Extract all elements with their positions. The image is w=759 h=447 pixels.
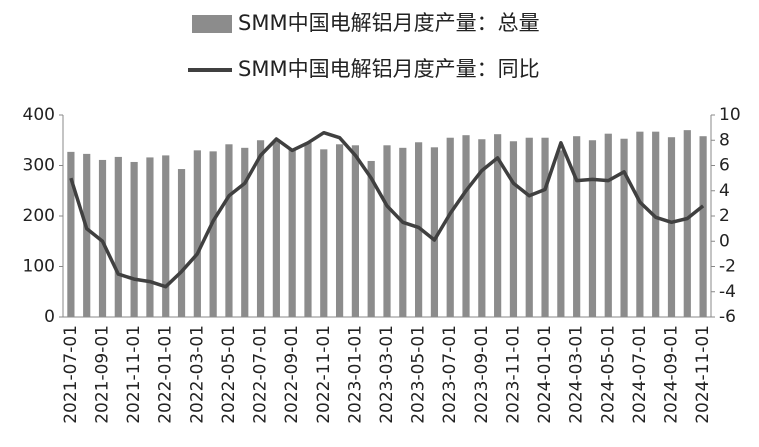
- x-tick-label: 2024-05-01: [598, 325, 618, 424]
- legend-text: SMM中国电解铝月度产量：同比: [238, 57, 540, 81]
- y-tick-label: 400: [23, 105, 55, 125]
- bar: [494, 134, 502, 317]
- bar: [351, 145, 359, 317]
- x-tick-label: 2021-07-01: [61, 325, 81, 424]
- bar: [588, 140, 597, 317]
- bar: [288, 148, 296, 317]
- x-tick-label: 2022-07-01: [251, 325, 271, 424]
- x-tick-label: 2022-01-01: [156, 325, 176, 424]
- legend-swatch: [192, 15, 232, 33]
- bar: [367, 160, 375, 317]
- bar: [430, 147, 439, 317]
- bar: [604, 133, 612, 317]
- x-tick-label: 2022-05-01: [219, 325, 239, 424]
- bar: [636, 131, 644, 317]
- line: [69, 130, 705, 289]
- bar: [272, 140, 280, 317]
- x-tick-label: 2023-05-01: [409, 325, 429, 424]
- bar: [335, 144, 344, 317]
- bar: [130, 161, 138, 317]
- x-tick-label: 2023-11-01: [503, 325, 523, 424]
- y2-tick-label: 8: [719, 130, 730, 150]
- bar: [225, 144, 233, 317]
- x-tick-label: 2024-03-01: [567, 325, 587, 424]
- y2-tick-label: 10: [719, 105, 741, 125]
- bar: [383, 145, 391, 317]
- bar: [667, 137, 676, 317]
- x-tick-label: 2022-03-01: [187, 325, 207, 424]
- bar: [114, 156, 122, 317]
- x-tick-label: 2021-09-01: [93, 325, 113, 424]
- legend-text: SMM中国电解铝月度产量：总量: [238, 11, 540, 35]
- y-tick-label: 100: [23, 257, 55, 277]
- bar: [320, 149, 328, 317]
- x-tick-label: 2021-11-01: [124, 325, 144, 424]
- bar: [209, 151, 217, 317]
- y2-tick-label: 0: [719, 231, 730, 251]
- y2-tick-label: 2: [719, 206, 730, 226]
- bar: [541, 137, 549, 317]
- x-tick-label: 2024-09-01: [661, 325, 681, 424]
- bar: [557, 150, 565, 317]
- y2-tick-label: -6: [719, 307, 736, 327]
- y2-tick-label: -2: [719, 257, 736, 277]
- bar: [478, 139, 486, 317]
- bar: [573, 136, 581, 317]
- y2-tick-label: -4: [719, 282, 736, 302]
- bar: [67, 151, 75, 317]
- x-tick-label: 2023-01-01: [345, 325, 365, 424]
- bar: [652, 131, 660, 317]
- bar: [304, 142, 312, 317]
- x-tick-label: 2022-09-01: [282, 325, 302, 424]
- x-tick-label: 2023-09-01: [472, 325, 492, 424]
- bar: [620, 138, 628, 317]
- x-tick-label: 2023-07-01: [440, 325, 460, 424]
- bar: [462, 135, 470, 317]
- bar: [399, 147, 407, 317]
- x-tick-label: 2023-03-01: [377, 325, 397, 424]
- x-tick-label: 2024-11-01: [693, 325, 713, 424]
- bar: [699, 136, 707, 317]
- x-tick-label: 2024-07-01: [630, 325, 650, 424]
- bar: [162, 155, 170, 317]
- bar: [446, 137, 454, 317]
- x-tick-label: 2022-11-01: [314, 325, 334, 424]
- bar: [177, 169, 186, 317]
- y2-tick-label: 4: [719, 181, 730, 201]
- y2-tick-label: 6: [719, 156, 730, 176]
- bar: [525, 137, 533, 317]
- bar: [683, 130, 691, 317]
- y-tick-label: 300: [23, 156, 55, 176]
- x-tick-label: 2024-01-01: [535, 325, 555, 424]
- bar: [193, 150, 201, 317]
- bar: [241, 147, 249, 317]
- bar: [98, 159, 107, 317]
- y-tick-label: 0: [44, 307, 55, 327]
- bar: [146, 157, 154, 317]
- y-tick-label: 200: [23, 206, 55, 226]
- bar: [509, 141, 518, 317]
- bar: [83, 153, 91, 317]
- bar: [256, 140, 265, 317]
